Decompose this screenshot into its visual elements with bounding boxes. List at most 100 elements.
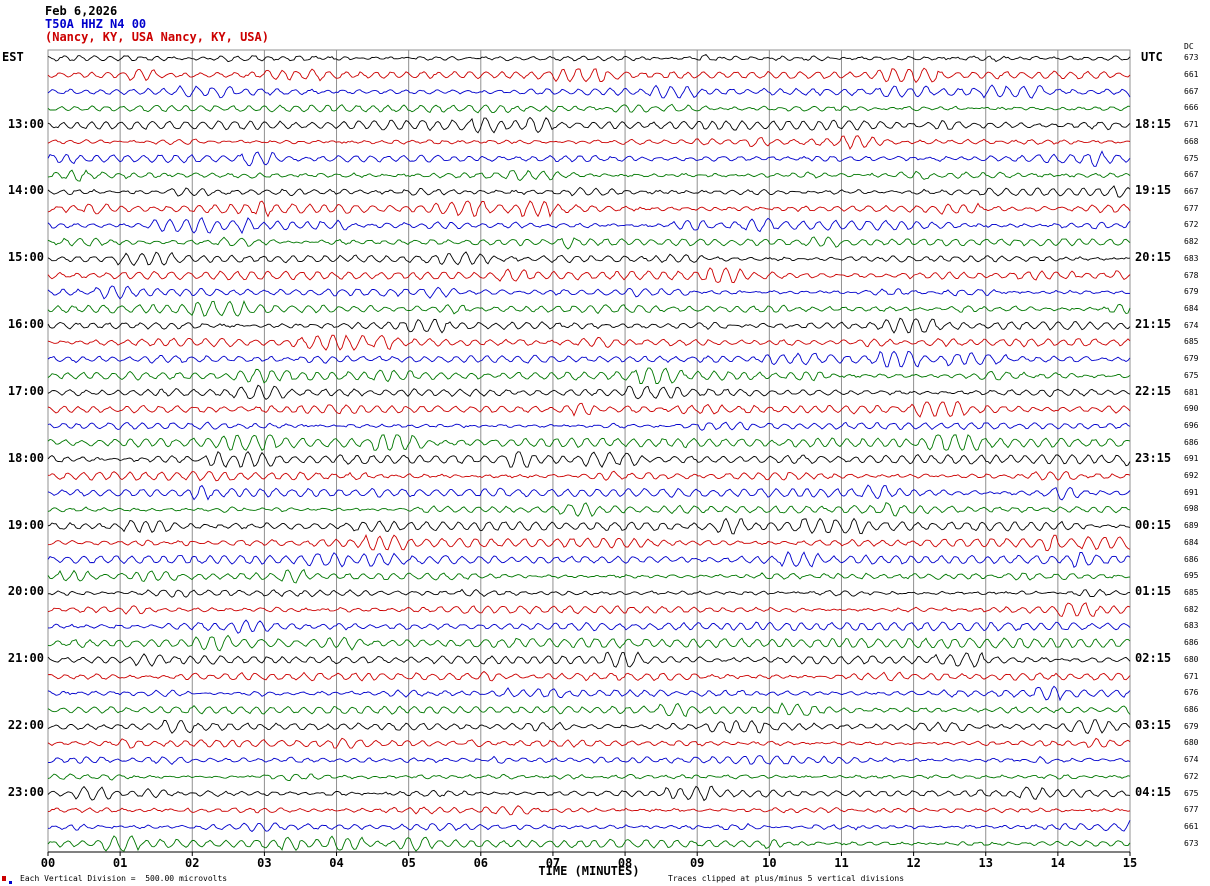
seismogram-trace [47, 216, 1131, 235]
utc-hour-label: 01:15 [1135, 584, 1172, 599]
header-location: (Nancy, KY, USA Nancy, KY, USA) [45, 30, 269, 44]
time-axis-tick-label: 14 [1050, 856, 1066, 870]
seismogram-trace [47, 103, 1131, 114]
seismogram-trace [47, 53, 1131, 63]
utc-hour-label: 04:15 [1135, 784, 1172, 799]
seismogram-trace [47, 185, 1131, 198]
est-hour-label: 15:00 [7, 250, 44, 265]
dc-offset-value: 686 [1184, 704, 1199, 714]
seismogram-trace [47, 84, 1131, 99]
seismogram-trace [47, 67, 1131, 84]
seismogram-trace [47, 651, 1131, 668]
dc-offset-value: 679 [1184, 721, 1199, 731]
clip-note: Traces clipped at plus/minus 5 vertical … [668, 874, 905, 883]
time-axis-tick-label: 01 [112, 856, 128, 870]
seismogram-trace [47, 755, 1131, 766]
est-hour-label: 13:00 [7, 116, 44, 131]
left-axis-label: EST [2, 50, 24, 64]
seismogram-trace [47, 236, 1131, 250]
seismogram-trace [47, 384, 1131, 400]
dc-offset-value: 698 [1184, 504, 1199, 514]
dc-offset-value: 677 [1184, 805, 1199, 815]
utc-hour-label: 21:15 [1135, 317, 1172, 332]
dc-offset-value: 661 [1184, 70, 1199, 80]
time-axis-tick-label: 15 [1122, 856, 1138, 870]
utc-hour-label: 03:15 [1135, 718, 1172, 733]
time-axis-tick-label: 11 [834, 856, 849, 870]
dc-offset-value: 672 [1184, 220, 1199, 230]
dc-offset-value: 674 [1184, 755, 1199, 765]
seismogram-trace [48, 619, 1131, 634]
right-axis-label: UTC [1141, 50, 1163, 64]
dc-offset-value: 679 [1184, 287, 1199, 297]
est-hour-label: 17:00 [7, 383, 44, 398]
dc-offset-value: 666 [1184, 103, 1199, 113]
time-axis-tick-label: 10 [762, 856, 777, 870]
dc-offset-value: 678 [1184, 270, 1199, 280]
time-axis-tick-label: 03 [257, 856, 272, 870]
est-hour-label: 22:00 [7, 718, 44, 733]
dc-offset-value: 685 [1184, 588, 1199, 598]
dc-offset-value: 675 [1184, 788, 1199, 798]
seismogram-trace [47, 588, 1131, 598]
seismogram-trace [47, 135, 1131, 150]
seismogram-trace [47, 805, 1131, 816]
dc-offset-value: 683 [1184, 253, 1199, 263]
seismogram-trace [47, 551, 1131, 569]
est-hour-label: 18:00 [7, 450, 44, 465]
time-axis-tick-label: 07 [545, 856, 561, 870]
utc-hour-label: 19:15 [1135, 183, 1172, 198]
dc-offset-value: 691 [1184, 454, 1199, 464]
seismogram-trace [47, 334, 1131, 351]
dc-offset-value: 667 [1184, 86, 1199, 96]
seismogram-trace [47, 434, 1131, 451]
dc-offset-value: 685 [1184, 337, 1199, 347]
dc-offset-value: 672 [1184, 771, 1199, 781]
seismogram-trace [47, 251, 1131, 267]
dc-offset-value: 675 [1184, 370, 1199, 380]
scale-note: Each Vertical Division = 500.00 microvol… [20, 874, 228, 883]
seismogram-trace [47, 820, 1131, 833]
seismogram-trace [47, 502, 1131, 517]
dc-offset-value: 673 [1184, 53, 1199, 63]
utc-hour-label: 18:15 [1135, 116, 1172, 131]
seismogram-trace [47, 450, 1131, 468]
seismogram-trace [47, 350, 1131, 368]
dc-offset-value: 684 [1184, 537, 1199, 547]
dc-offset-value: 692 [1184, 471, 1199, 481]
dc-offset-value: 677 [1184, 203, 1199, 213]
dc-offset-value: 691 [1184, 487, 1199, 497]
seismogram-trace [47, 737, 1131, 749]
time-axis-tick-label: 04 [329, 856, 344, 870]
dc-offset-value: 673 [1184, 838, 1199, 848]
seismogram-trace [47, 602, 1131, 618]
seismogram-trace [47, 773, 1131, 781]
seismogram-trace [47, 400, 1131, 418]
seismogram-trace [47, 670, 1131, 682]
est-hour-label: 16:00 [7, 317, 44, 332]
dc-offset-value: 671 [1184, 671, 1199, 681]
dc-offset-value: 674 [1184, 320, 1199, 330]
seismogram-trace [47, 785, 1131, 802]
seismogram-trace [47, 534, 1131, 552]
seismogram-trace [47, 719, 1131, 734]
time-axis-tick-label: 06 [473, 856, 489, 870]
seismogram-trace [47, 285, 1131, 300]
seismogram-trace [47, 317, 1131, 334]
corner-mark-red [2, 876, 6, 881]
time-axis-tick-label: 13 [978, 856, 993, 870]
seismogram-trace [47, 421, 1131, 431]
est-hour-label: 14:00 [7, 183, 44, 198]
time-axis-tick-label: 05 [401, 856, 416, 870]
dc-offset-value: 689 [1184, 521, 1199, 531]
time-axis-title: TIME (MINUTES) [538, 864, 640, 878]
dc-offset-value: 667 [1184, 170, 1199, 180]
header-station: T50A HHZ N4 00 [45, 17, 147, 31]
est-hour-label: 20:00 [7, 584, 44, 599]
plot-border [47, 49, 1131, 853]
dc-offset-value: 667 [1184, 187, 1199, 197]
dc-offset-value: 681 [1184, 387, 1199, 397]
seismogram-trace [47, 470, 1131, 482]
